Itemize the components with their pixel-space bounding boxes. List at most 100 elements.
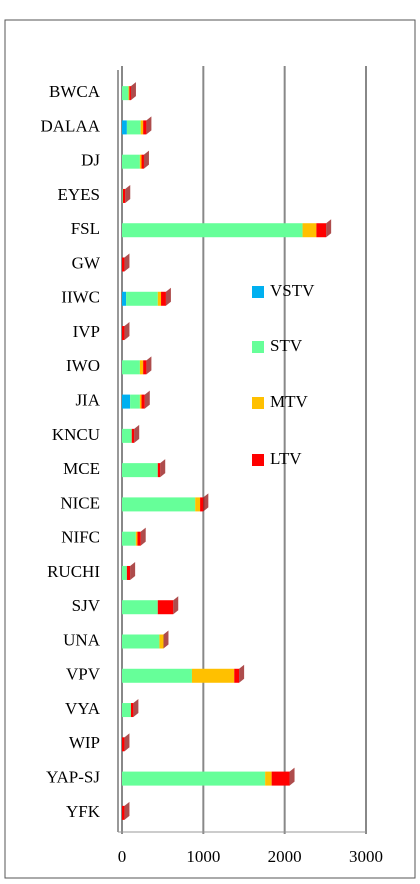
bar-segment xyxy=(122,600,158,615)
bar-segment xyxy=(122,703,131,718)
bar-depth xyxy=(144,390,150,409)
bar-segment xyxy=(316,223,327,238)
y-tick-label: MCE xyxy=(63,459,100,478)
bar-depth xyxy=(289,767,295,786)
bar-segment xyxy=(143,120,147,135)
bar-segment xyxy=(265,771,272,786)
bar-segment xyxy=(157,600,174,615)
y-tick-label: VPV xyxy=(66,665,101,684)
x-tick-label: 3000 xyxy=(349,847,383,866)
bar-segment xyxy=(122,428,132,443)
bar-segment xyxy=(122,223,303,238)
x-tick-label: 2000 xyxy=(268,847,302,866)
y-tick-label: NICE xyxy=(60,493,100,512)
bar-segment xyxy=(122,668,192,683)
bar-depth xyxy=(125,184,131,203)
bar-segment xyxy=(135,531,138,546)
bar-depth xyxy=(203,493,209,512)
y-tick-label: IWO xyxy=(66,356,100,375)
y-tick-label: BWCA xyxy=(49,82,101,101)
bar-segment xyxy=(157,463,161,478)
y-tick-label: VYA xyxy=(65,699,101,718)
bar-segment xyxy=(126,565,131,580)
y-tick-label: KNCU xyxy=(52,425,100,444)
bar-segment xyxy=(126,120,141,135)
bar-segment xyxy=(122,531,136,546)
y-tick-label: WIP xyxy=(69,733,100,752)
bar-depth xyxy=(146,116,152,135)
bar-segment xyxy=(128,86,130,101)
bar-depth xyxy=(160,459,166,478)
bar-segment xyxy=(143,360,147,375)
bar-segment xyxy=(130,703,134,718)
legend-swatch xyxy=(252,397,264,409)
legend-swatch xyxy=(252,341,264,353)
bar-segment xyxy=(161,291,166,306)
bar-segment xyxy=(157,291,162,306)
legend-label: VSTV xyxy=(270,281,315,300)
bar-segment xyxy=(302,223,317,238)
bar-segment xyxy=(122,497,196,512)
y-tick-label: GW xyxy=(72,253,101,272)
y-tick-label: DALAA xyxy=(41,116,101,135)
bar-segment xyxy=(122,805,125,820)
bar-depth xyxy=(134,424,140,443)
y-tick-label: UNA xyxy=(63,630,101,649)
bar-segment xyxy=(122,737,125,752)
bar-depth xyxy=(143,150,149,169)
bar-segment xyxy=(122,188,123,203)
bar-segment xyxy=(122,565,127,580)
bar-segment xyxy=(139,360,144,375)
bar-segment xyxy=(234,668,240,683)
bar-segment xyxy=(122,154,140,169)
bar-segment xyxy=(122,394,131,409)
bar-segment xyxy=(122,634,160,649)
legend-swatch xyxy=(252,454,264,466)
bar-depth xyxy=(165,287,171,306)
bar-segment xyxy=(191,668,235,683)
bar-segment xyxy=(131,428,135,443)
bar-segment xyxy=(159,634,164,649)
bar-segment xyxy=(141,154,144,169)
bar-depth xyxy=(146,356,152,375)
y-tick-label: IIWC xyxy=(61,288,100,307)
y-tick-label: FSL xyxy=(71,219,100,238)
y-tick-label: JIA xyxy=(75,390,100,409)
legend-label: MTV xyxy=(270,392,309,411)
y-tick-label: IVP xyxy=(73,322,100,341)
bar-segment xyxy=(122,120,127,135)
bar-segment xyxy=(200,497,204,512)
x-tick-label: 0 xyxy=(118,847,127,866)
bar-depth xyxy=(163,630,169,649)
bar-depth xyxy=(140,527,146,546)
bar-depth xyxy=(173,596,179,615)
bar-depth xyxy=(124,733,130,752)
y-tick-label: DJ xyxy=(81,151,100,170)
bar-segment xyxy=(140,120,144,135)
y-tick-label: RUCHI xyxy=(47,562,100,581)
legend-label: LTV xyxy=(270,449,302,468)
bar-segment xyxy=(122,257,125,272)
bar-segment xyxy=(122,86,129,101)
bar-segment xyxy=(122,291,127,306)
bar-segment xyxy=(122,463,158,478)
bar-segment xyxy=(137,531,141,546)
legend-label: STV xyxy=(270,336,303,355)
bar-segment xyxy=(126,291,158,306)
bar-segment xyxy=(130,394,140,409)
bar-depth xyxy=(326,219,332,238)
y-tick-label: NIFC xyxy=(61,528,100,547)
bar-depth xyxy=(239,664,245,683)
legend-swatch xyxy=(252,286,264,298)
y-tick-label: YAP-SJ xyxy=(46,767,100,786)
bar-segment xyxy=(122,326,125,341)
bar-depth xyxy=(124,801,130,820)
bar-segment xyxy=(122,188,126,203)
bar-depth xyxy=(133,699,139,718)
y-tick-label: EYES xyxy=(58,185,101,204)
bar-depth xyxy=(130,561,136,580)
bar-segment xyxy=(139,154,142,169)
bar-segment xyxy=(271,771,290,786)
